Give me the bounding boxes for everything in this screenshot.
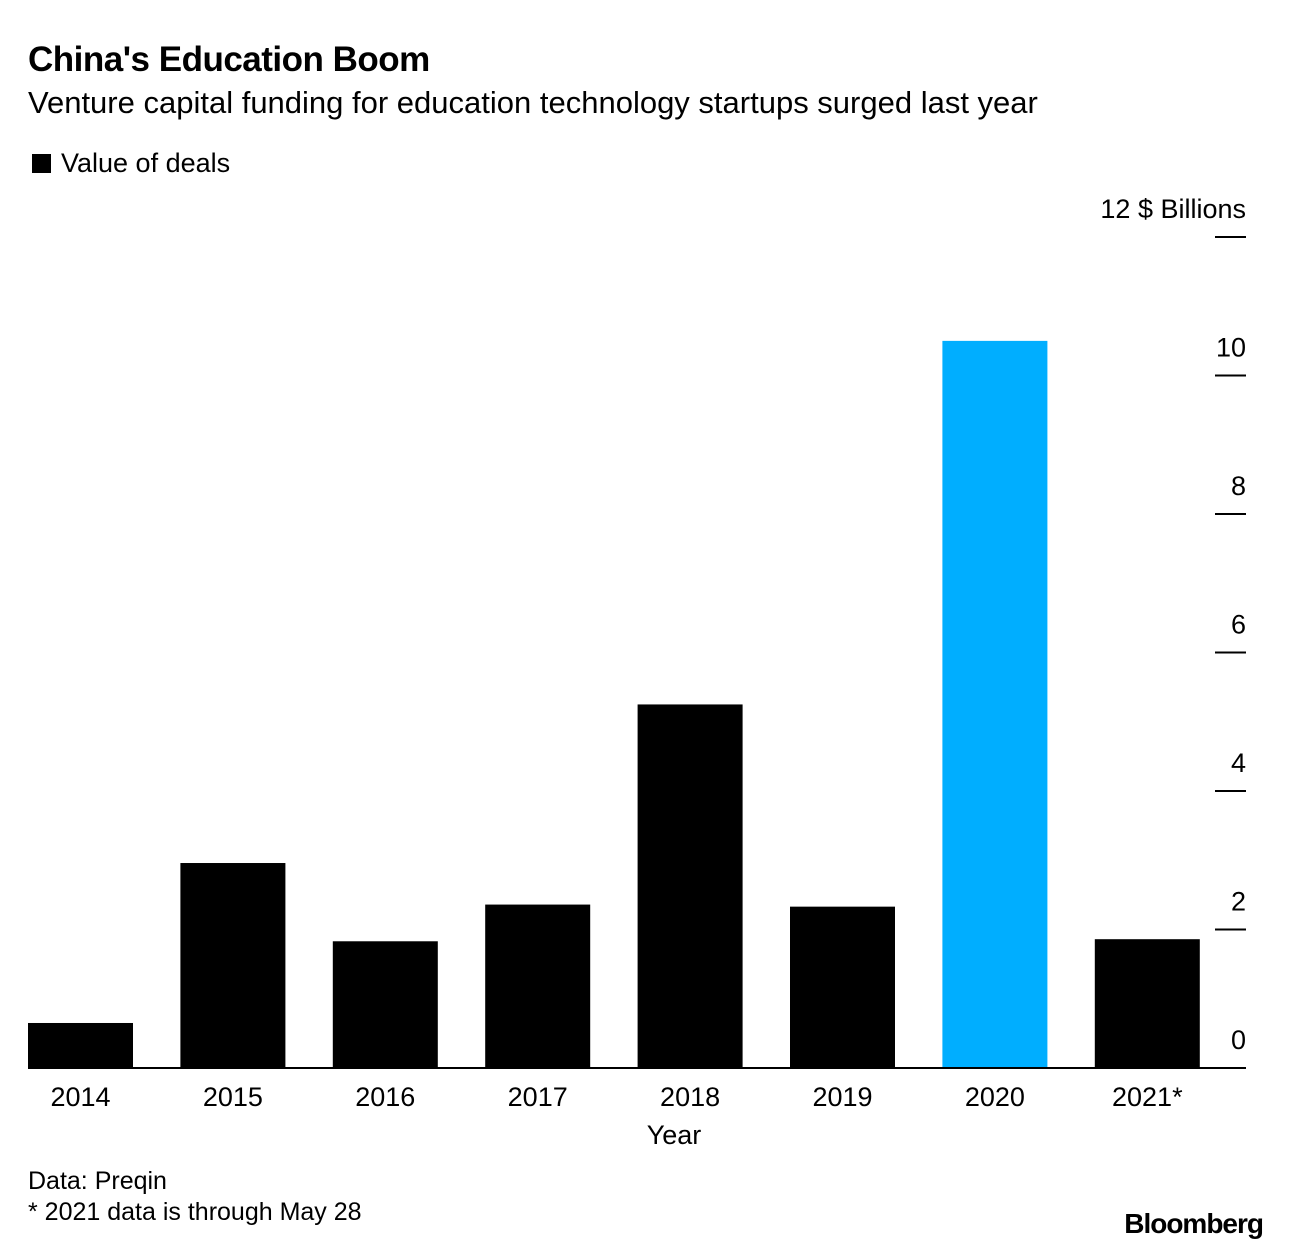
footnote: * 2021 data is through May 28 bbox=[28, 1198, 362, 1226]
y-tick-label: 4 bbox=[1231, 748, 1246, 778]
x-tick-label: 2015 bbox=[203, 1082, 263, 1112]
chart-subtitle: Venture capital funding for education te… bbox=[28, 85, 1038, 120]
x-tick-label: 2021* bbox=[1112, 1082, 1183, 1112]
y-tick-label: 12 $ Billions bbox=[1100, 194, 1246, 224]
bar-2018 bbox=[637, 704, 743, 1068]
source-note: Data: Preqin bbox=[28, 1167, 167, 1195]
x-tick-label: 2020 bbox=[965, 1082, 1025, 1112]
bar-2017 bbox=[485, 904, 591, 1068]
x-tick-label: 2018 bbox=[660, 1082, 720, 1112]
legend-label: Value of deals bbox=[61, 148, 231, 178]
x-tick-label: 2016 bbox=[355, 1082, 415, 1112]
bar-2019 bbox=[790, 906, 895, 1068]
bar-2016 bbox=[332, 941, 438, 1068]
bar-2020 bbox=[942, 340, 1048, 1068]
y-tick-label: 10 bbox=[1216, 333, 1246, 363]
legend-swatch bbox=[32, 154, 51, 173]
x-tick-label: 2019 bbox=[812, 1082, 872, 1112]
x-axis-title: Year bbox=[647, 1120, 702, 1150]
bar-2021 bbox=[1094, 939, 1200, 1068]
legend: Value of deals bbox=[32, 148, 230, 179]
bar-2014 bbox=[28, 1022, 133, 1068]
bar-chart: 2014 2015 2016 2017 2018 2019 2020 2021* 0 2 4 6 8 10… bbox=[28, 194, 1246, 1150]
y-tick-label: 8 bbox=[1231, 471, 1246, 501]
y-tick-label: 2 bbox=[1231, 887, 1246, 917]
bloomberg-logo: Bloomberg bbox=[1124, 1208, 1264, 1239]
x-tick-label: 2017 bbox=[508, 1082, 568, 1112]
bar-2015 bbox=[180, 863, 286, 1068]
chart-title: China's Education Boom bbox=[28, 40, 430, 79]
y-tick-label: 0 bbox=[1231, 1025, 1246, 1055]
x-tick-label: 2014 bbox=[50, 1082, 110, 1112]
y-tick-label: 6 bbox=[1231, 610, 1246, 640]
